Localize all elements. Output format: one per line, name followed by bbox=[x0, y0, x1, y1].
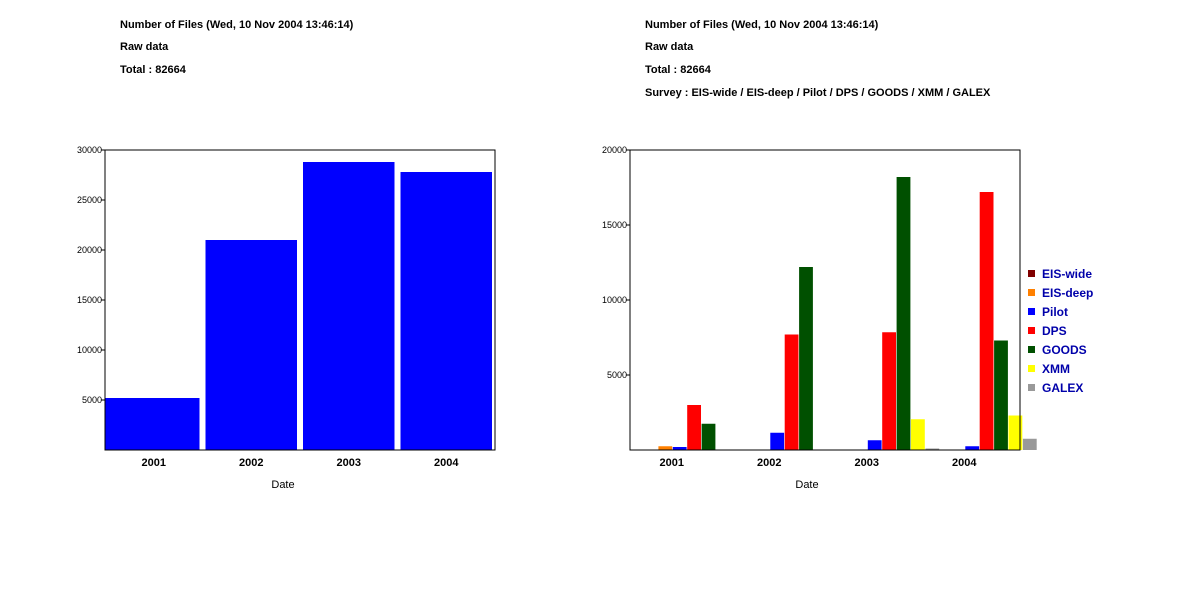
left-bar-chart: 5000 10000 15000 20000 25000 30000 2001 2002 200… bbox=[77, 145, 496, 491]
legend-swatch bbox=[1028, 346, 1035, 353]
legend-entry: GALEX bbox=[1042, 381, 1083, 395]
x-tick-label: 2003 bbox=[855, 457, 879, 469]
x-tick-label: 2004 bbox=[434, 457, 459, 469]
x-tick-label: 2004 bbox=[952, 457, 977, 469]
right-chart-subtitle: Raw data bbox=[645, 41, 694, 53]
y-tick-label: 10000 bbox=[77, 345, 102, 355]
bar-goods-2003 bbox=[896, 177, 911, 450]
legend-entry: XMM bbox=[1042, 362, 1070, 376]
x-axis-title: Date bbox=[271, 479, 294, 491]
x-tick-label: 2002 bbox=[239, 457, 263, 469]
left-chart-subtitle: Raw data bbox=[120, 41, 169, 53]
legend-entry: EIS-wide bbox=[1042, 267, 1092, 281]
bar-goods-2001 bbox=[701, 423, 716, 450]
left-chart-title: Number of Files (Wed, 10 Nov 2004 13:46:… bbox=[120, 19, 354, 31]
y-tick-label: 30000 bbox=[77, 145, 102, 155]
x-tick-label: 2002 bbox=[757, 457, 781, 469]
x-axis-title: Date bbox=[795, 479, 818, 491]
bar-xmm-2003 bbox=[911, 419, 925, 450]
y-tick-label: 15000 bbox=[77, 295, 102, 305]
bar-goods-2002 bbox=[799, 267, 813, 450]
legend: EIS-wide EIS-deep Pilot DPS GOODS XMM GALEX bbox=[1028, 267, 1093, 395]
legend-swatch bbox=[1028, 289, 1035, 296]
legend-swatch bbox=[1028, 384, 1035, 391]
bar-xmm-2004 bbox=[1008, 415, 1023, 450]
bar-dps-2002 bbox=[784, 334, 799, 450]
legend-entry: DPS bbox=[1042, 324, 1067, 338]
bar-2004 bbox=[400, 172, 492, 450]
right-chart-title: Number of Files (Wed, 10 Nov 2004 13:46:… bbox=[645, 19, 879, 31]
legend-swatch bbox=[1028, 308, 1035, 315]
bar-2003 bbox=[303, 162, 395, 450]
legend-swatch bbox=[1028, 270, 1035, 277]
y-tick-label: 15000 bbox=[602, 220, 627, 230]
legend-entry: GOODS bbox=[1042, 343, 1087, 357]
bar-2002 bbox=[205, 240, 297, 450]
y-tick-label: 10000 bbox=[602, 295, 627, 305]
bar-dps-2004 bbox=[979, 192, 994, 450]
bar-pilot-2002 bbox=[770, 432, 785, 450]
x-tick-label: 2001 bbox=[660, 457, 684, 469]
bar-galex-2003 bbox=[925, 448, 940, 450]
right-grouped-bar-chart: 5000 10000 15000 20000 2001 2002 2003 2004 Date E… bbox=[602, 145, 1093, 491]
y-tick-label: 20000 bbox=[602, 145, 627, 155]
y-tick-label: 5000 bbox=[82, 395, 102, 405]
bar-eis-deep-2001 bbox=[658, 446, 673, 450]
x-tick-label: 2001 bbox=[142, 457, 166, 469]
right-chart-total: Total : 82664 bbox=[645, 64, 711, 76]
y-tick-label: 25000 bbox=[77, 195, 102, 205]
y-tick-label: 20000 bbox=[77, 245, 102, 255]
legend-entry: EIS-deep bbox=[1042, 286, 1093, 300]
legend-swatch bbox=[1028, 365, 1035, 372]
bar-pilot-2004 bbox=[965, 446, 980, 450]
bar-galex-2004 bbox=[1022, 438, 1037, 450]
legend-swatch bbox=[1028, 327, 1035, 334]
legend-entry: Pilot bbox=[1042, 305, 1068, 319]
bar-2001 bbox=[105, 398, 200, 450]
bar-pilot-2003 bbox=[867, 440, 882, 450]
left-chart-total: Total : 82664 bbox=[120, 64, 186, 76]
right-chart-survey: Survey : EIS-wide / EIS-deep / Pilot / D… bbox=[645, 87, 991, 99]
bar-dps-2001 bbox=[687, 405, 701, 450]
bar-pilot-2001 bbox=[672, 447, 687, 450]
bar-goods-2004 bbox=[994, 340, 1008, 450]
y-tick-label: 5000 bbox=[607, 370, 627, 380]
x-tick-label: 2003 bbox=[337, 457, 361, 469]
bar-dps-2003 bbox=[882, 332, 896, 450]
